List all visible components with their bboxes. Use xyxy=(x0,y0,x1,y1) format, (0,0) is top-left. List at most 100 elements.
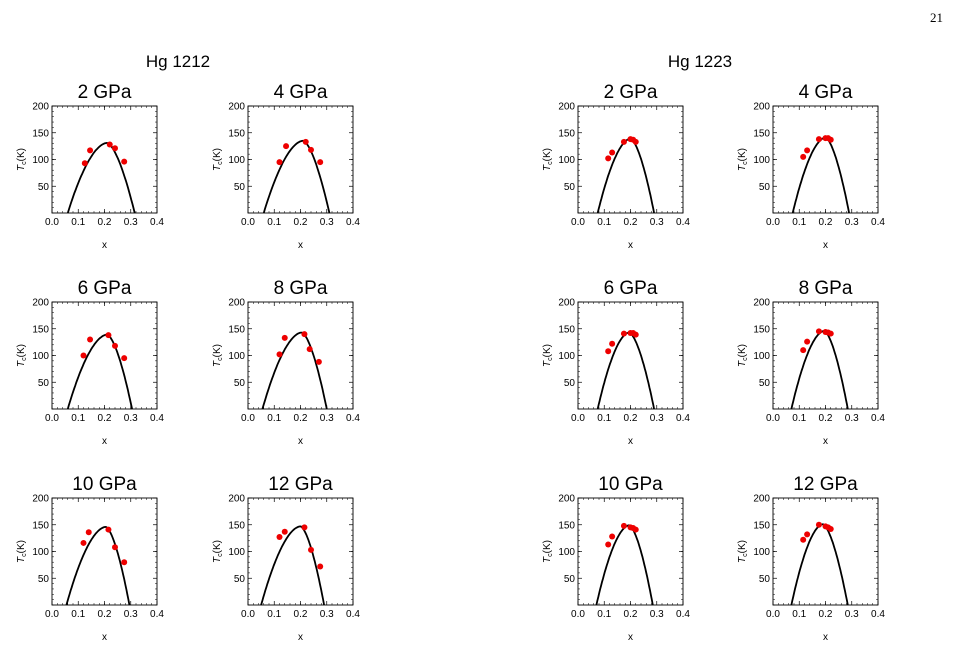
data-point xyxy=(827,136,834,143)
y-tick-label: 50 xyxy=(234,182,246,193)
data-point xyxy=(632,331,639,338)
x-tick-label: 0.1 xyxy=(71,609,85,620)
x-tick-label: 0.4 xyxy=(346,217,360,228)
data-point xyxy=(106,141,113,148)
y-axis-label: Tc(K) xyxy=(542,344,554,367)
x-tick-label: 0.0 xyxy=(571,413,585,424)
data-point xyxy=(609,340,616,347)
x-tick-label: 0.0 xyxy=(766,413,780,424)
y-tick-label: 200 xyxy=(32,298,49,309)
data-point xyxy=(87,336,94,343)
y-tick-label: 200 xyxy=(32,102,49,113)
y-tick-label: 50 xyxy=(759,378,771,389)
data-point xyxy=(827,526,834,533)
data-point xyxy=(121,559,128,566)
y-tick-label: 200 xyxy=(753,102,770,113)
x-tick-label: 0.0 xyxy=(766,609,780,620)
data-point xyxy=(105,332,112,339)
plot-frame xyxy=(247,497,354,606)
data-point xyxy=(112,145,118,152)
y-tick-label: 50 xyxy=(759,574,771,585)
y-tick-label: 50 xyxy=(564,378,576,389)
x-tick-label: 0.3 xyxy=(320,217,334,228)
data-point xyxy=(620,138,627,145)
x-tick-label: 0.4 xyxy=(150,609,164,620)
x-tick-label: 0.3 xyxy=(124,609,138,620)
y-axis-label: Tc(K) xyxy=(212,148,224,171)
x-axis-label: x xyxy=(298,436,303,447)
x-tick-label: 0.4 xyxy=(871,609,885,620)
y-tick-label: 100 xyxy=(753,155,770,166)
y-tick-label: 100 xyxy=(32,155,49,166)
x-axis-label: x xyxy=(102,632,107,643)
panel-title: 4 GPa xyxy=(799,82,853,103)
y-tick-label: 150 xyxy=(32,128,49,139)
x-axis-label: x xyxy=(102,436,107,447)
x-tick-label: 0.2 xyxy=(98,413,112,424)
chart-panel: 12 GPa 0.0 0.1 0.2 0.3 0.4 50 100 150 200 x Tc(K) xyxy=(737,474,885,643)
y-tick-label: 150 xyxy=(558,520,575,531)
y-tick-label: 100 xyxy=(558,351,575,362)
y-tick-label: 100 xyxy=(228,351,245,362)
x-axis-label: x xyxy=(628,632,633,643)
y-tick-label: 150 xyxy=(558,128,575,139)
plot-frame xyxy=(51,105,158,214)
y-axis-label: Tc(K) xyxy=(737,540,749,563)
tc-dome-curve xyxy=(790,523,849,606)
x-tick-label: 0.1 xyxy=(71,217,85,228)
y-tick-label: 100 xyxy=(558,155,575,166)
y-tick-label: 150 xyxy=(32,324,49,335)
data-point xyxy=(80,352,87,359)
x-tick-label: 0.4 xyxy=(150,217,164,228)
chart-panel: 6 GPa 0.0 0.1 0.2 0.3 0.4 50 100 150 200 x Tc(K) xyxy=(16,278,164,447)
x-tick-label: 0.1 xyxy=(597,217,611,228)
data-point xyxy=(105,526,112,533)
panel-title: 10 GPa xyxy=(598,474,663,495)
tc-dome-curve xyxy=(66,141,136,214)
panel-grid: 2 GPa 0.0 0.1 0.2 0.3 0.4 50 100 150 200 x Tc(K) 4 G… xyxy=(16,82,885,643)
x-tick-label: 0.3 xyxy=(845,609,859,620)
data-point xyxy=(121,158,128,165)
tc-dome-curve xyxy=(596,331,655,410)
x-tick-label: 0.1 xyxy=(267,413,281,424)
y-tick-label: 100 xyxy=(228,547,245,558)
y-tick-label: 200 xyxy=(228,102,245,113)
x-tick-label: 0.3 xyxy=(650,217,664,228)
x-tick-label: 0.0 xyxy=(241,413,255,424)
x-tick-label: 0.0 xyxy=(571,217,585,228)
data-point xyxy=(112,544,118,551)
data-point xyxy=(308,546,314,553)
x-tick-label: 0.1 xyxy=(71,413,85,424)
chart-panel: 8 GPa 0.0 0.1 0.2 0.3 0.4 50 100 150 200 x Tc(K) xyxy=(212,278,360,447)
y-tick-label: 200 xyxy=(558,102,575,113)
x-tick-label: 0.3 xyxy=(845,217,859,228)
data-point xyxy=(605,155,612,162)
plot-frame xyxy=(772,105,879,214)
chart-panel: 2 GPa 0.0 0.1 0.2 0.3 0.4 50 100 150 200 x Tc(K) xyxy=(16,82,164,251)
x-tick-label: 0.1 xyxy=(597,609,611,620)
y-tick-label: 150 xyxy=(228,324,245,335)
y-axis-label: Tc(K) xyxy=(16,148,28,171)
y-axis-label: Tc(K) xyxy=(212,540,224,563)
plot-frame xyxy=(247,105,354,214)
panel-title: 12 GPa xyxy=(793,474,858,495)
x-tick-label: 0.4 xyxy=(676,217,690,228)
y-tick-label: 50 xyxy=(564,182,576,193)
panel-title: 2 GPa xyxy=(604,82,658,103)
data-point xyxy=(306,346,313,353)
x-tick-label: 0.4 xyxy=(871,413,885,424)
y-tick-label: 100 xyxy=(228,155,245,166)
x-tick-label: 0.4 xyxy=(676,413,690,424)
plot-frame xyxy=(51,497,158,606)
tc-dome-curve xyxy=(66,333,133,410)
x-tick-label: 0.0 xyxy=(45,413,59,424)
x-axis-label: x xyxy=(823,632,828,643)
x-tick-label: 0.1 xyxy=(792,609,806,620)
y-tick-label: 50 xyxy=(38,182,50,193)
chart-panel: 4 GPa 0.0 0.1 0.2 0.3 0.4 50 100 150 200 x Tc(K) xyxy=(737,82,885,251)
data-point xyxy=(276,351,283,358)
panel-title: 12 GPa xyxy=(268,474,333,495)
page-number: 21 xyxy=(930,10,943,25)
panel-title: 10 GPa xyxy=(72,474,137,495)
data-point xyxy=(80,539,87,546)
